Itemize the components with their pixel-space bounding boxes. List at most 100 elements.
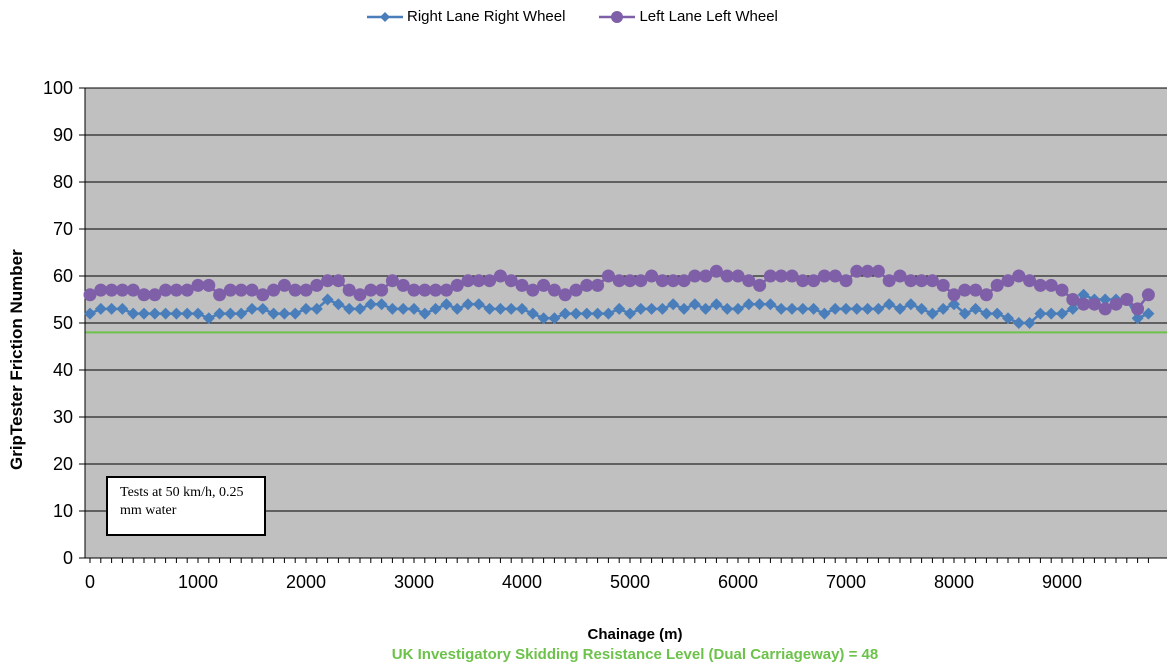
data-point bbox=[256, 288, 270, 302]
data-point bbox=[505, 302, 518, 315]
data-point bbox=[342, 283, 356, 297]
data-point bbox=[213, 307, 226, 320]
data-point bbox=[947, 288, 961, 302]
data-point bbox=[926, 307, 939, 320]
reference-line-note: UK Investigatory Skidding Resistance Lev… bbox=[391, 646, 879, 663]
data-point bbox=[775, 302, 788, 315]
data-point bbox=[202, 278, 216, 292]
data-point bbox=[904, 298, 917, 311]
data-point bbox=[969, 283, 983, 297]
data-point bbox=[796, 302, 809, 315]
data-point bbox=[300, 302, 312, 315]
legend-marker-circle-icon bbox=[599, 10, 636, 23]
data-point bbox=[948, 298, 960, 311]
data-point bbox=[516, 302, 528, 315]
x-tick-label-3000: 3000 bbox=[394, 572, 434, 592]
data-point bbox=[451, 302, 464, 315]
legend-item-series-1: Left Lane Left Wheel bbox=[599, 8, 778, 25]
data-point bbox=[678, 302, 690, 315]
data-point bbox=[709, 264, 723, 278]
data-point bbox=[1033, 278, 1047, 292]
x-tick-label-0: 0 bbox=[85, 572, 95, 592]
data-point bbox=[732, 302, 744, 315]
y-tick-label-20: 20 bbox=[53, 454, 73, 474]
data-point bbox=[223, 283, 237, 297]
y-tick-label-90: 90 bbox=[53, 125, 73, 145]
data-point bbox=[148, 288, 162, 302]
test-conditions-annotation: Tests at 50 km/h, 0.25 mm water bbox=[106, 476, 266, 536]
data-point bbox=[548, 312, 561, 325]
y-tick-label-10: 10 bbox=[53, 501, 73, 521]
data-point bbox=[472, 298, 485, 311]
data-point bbox=[1077, 288, 1090, 301]
series-group bbox=[83, 264, 1155, 329]
data-point bbox=[1023, 274, 1037, 288]
data-point bbox=[1131, 302, 1145, 316]
data-point bbox=[192, 307, 204, 320]
data-point bbox=[483, 274, 497, 288]
data-point bbox=[623, 274, 637, 288]
legend-label-series-1: Left Lane Left Wheel bbox=[639, 8, 778, 25]
data-point bbox=[137, 288, 151, 302]
data-point bbox=[439, 283, 453, 297]
data-point bbox=[1002, 312, 1014, 325]
data-point bbox=[1109, 297, 1123, 311]
data-point bbox=[634, 302, 647, 315]
data-point bbox=[234, 283, 248, 297]
data-point bbox=[839, 274, 853, 288]
data-point bbox=[364, 298, 377, 311]
data-point bbox=[666, 274, 680, 288]
data-point bbox=[937, 302, 950, 315]
data-point bbox=[1055, 283, 1069, 297]
data-point bbox=[289, 307, 302, 320]
data-point bbox=[872, 302, 885, 315]
data-point bbox=[688, 269, 702, 283]
data-point bbox=[613, 302, 626, 315]
data-point bbox=[246, 302, 258, 315]
data-point bbox=[925, 274, 939, 288]
data-point bbox=[148, 307, 161, 320]
data-point bbox=[936, 278, 950, 292]
series-0 bbox=[84, 288, 1155, 329]
data-point bbox=[191, 278, 205, 292]
data-point bbox=[429, 302, 442, 315]
data-point bbox=[126, 283, 140, 297]
data-point bbox=[105, 283, 119, 297]
data-point bbox=[645, 269, 659, 283]
data-point bbox=[894, 302, 906, 315]
data-point bbox=[181, 307, 194, 320]
x-tick-label-6000: 6000 bbox=[718, 572, 758, 592]
data-point bbox=[461, 274, 475, 288]
data-point bbox=[418, 283, 432, 297]
data-point bbox=[1034, 307, 1047, 320]
data-point bbox=[462, 298, 474, 311]
data-point bbox=[375, 298, 388, 311]
data-point bbox=[721, 302, 734, 315]
data-point bbox=[861, 302, 874, 315]
data-point bbox=[850, 302, 863, 315]
data-point bbox=[785, 269, 799, 283]
data-point bbox=[224, 307, 237, 320]
data-point bbox=[169, 283, 183, 297]
data-point bbox=[84, 307, 96, 320]
data-point bbox=[1120, 293, 1134, 306]
data-point bbox=[558, 288, 572, 302]
data-point bbox=[979, 288, 993, 302]
data-point bbox=[353, 288, 367, 302]
data-point bbox=[559, 307, 572, 320]
data-point bbox=[245, 283, 259, 297]
y-tick-label-70: 70 bbox=[53, 219, 73, 239]
data-point bbox=[677, 274, 691, 288]
data-point bbox=[1056, 307, 1068, 320]
data-point bbox=[418, 307, 431, 320]
data-point bbox=[526, 283, 540, 297]
data-point bbox=[580, 278, 594, 292]
data-point bbox=[624, 307, 636, 320]
data-point bbox=[235, 307, 248, 320]
data-point bbox=[256, 302, 269, 315]
data-point bbox=[710, 298, 723, 311]
series-1 bbox=[83, 264, 1155, 316]
data-point bbox=[699, 269, 713, 283]
data-point bbox=[1044, 278, 1058, 292]
